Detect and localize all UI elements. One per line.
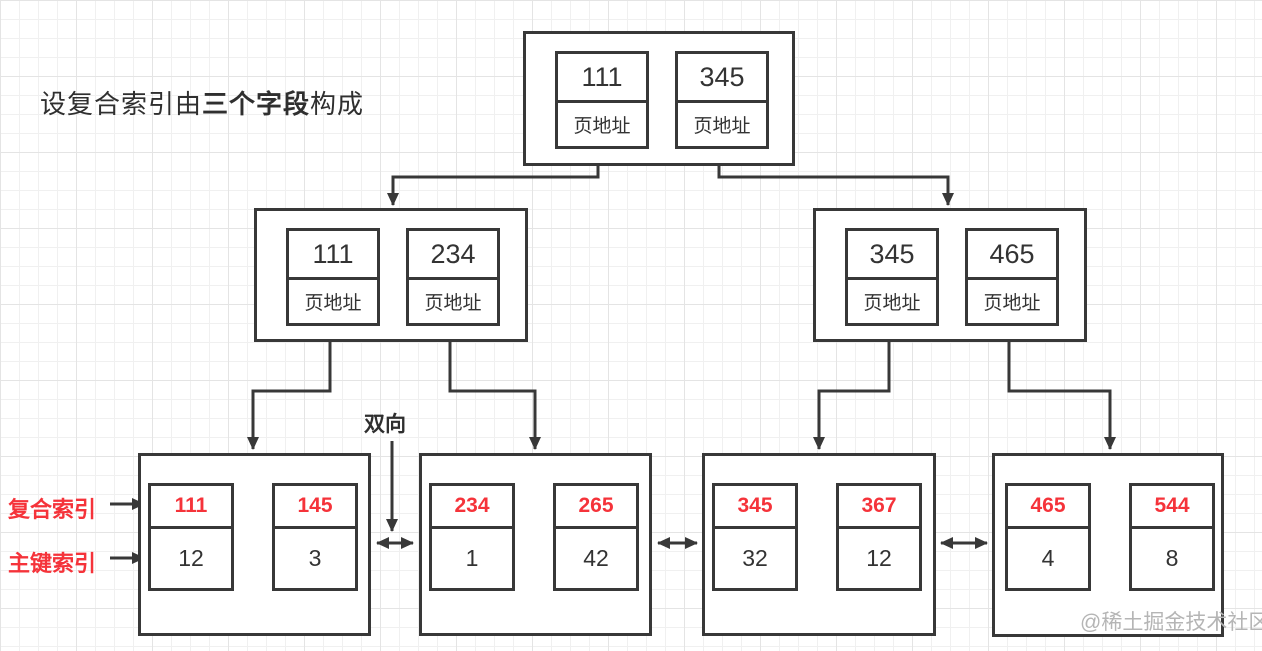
key-cell: 345: [678, 54, 766, 103]
composite-index-value: 234: [432, 486, 512, 529]
primary-index-label: 主键索引: [8, 551, 97, 576]
key-cell: 345: [848, 231, 936, 280]
primary-key-value: 8: [1165, 545, 1179, 571]
internal-node-left: 111 页地址 234 页地址: [254, 208, 528, 342]
page-address-cell: 页地址: [304, 293, 362, 314]
composite-index-value: 111: [151, 486, 231, 529]
primary-key-value: 3: [308, 545, 322, 571]
page-address-cell: 页地址: [863, 293, 921, 314]
leaf-record: 265 42: [553, 483, 639, 591]
primary-key-value: 12: [178, 545, 204, 571]
page-address-cell: 页地址: [424, 293, 482, 314]
internal-entry: 234 页地址: [406, 228, 500, 326]
title-prefix: 设复合索引由: [40, 89, 203, 119]
key-cell: 465: [968, 231, 1056, 280]
title-suffix: 构成: [310, 89, 365, 119]
leaf-record: 111 12: [148, 483, 234, 591]
composite-index-label: 复合索引: [8, 497, 97, 522]
bidirectional-label: 双向: [364, 413, 406, 436]
composite-index-value: 465: [1008, 486, 1088, 529]
primary-key-value: 1: [465, 545, 479, 571]
composite-index-value: 265: [556, 486, 636, 529]
leaf-record: 465 4: [1005, 483, 1091, 591]
leaf-record: 544 8: [1129, 483, 1215, 591]
leaf-record: 345 32: [712, 483, 798, 591]
page-address-cell: 页地址: [573, 116, 631, 137]
leaf-record: 367 12: [836, 483, 922, 591]
watermark-text: @稀土掘金技术社区: [1080, 611, 1262, 634]
internal-node-right: 345 页地址 465 页地址: [813, 208, 1087, 342]
key-cell: 111: [289, 231, 377, 280]
page-address-cell: 页地址: [693, 116, 751, 137]
composite-index-value: 145: [275, 486, 355, 529]
root-entry-2: 345 页地址: [675, 51, 769, 149]
title-bold-segment: 三个字段: [202, 89, 311, 119]
internal-entry: 111 页地址: [286, 228, 380, 326]
leaf-record: 145 3: [272, 483, 358, 591]
leaf-node-2: 234 1 265 42: [419, 453, 652, 636]
root-entry-1: 111 页地址: [555, 51, 649, 149]
primary-key-value: 32: [742, 545, 768, 571]
composite-index-value: 367: [839, 486, 919, 529]
primary-key-value: 12: [866, 545, 892, 571]
leaf-node-3: 345 32 367 12: [702, 453, 936, 636]
leaf-node-1: 111 12 145 3: [138, 453, 371, 636]
page-title: 设复合索引由三个字段构成: [40, 84, 364, 121]
internal-entry: 465 页地址: [965, 228, 1059, 326]
page-address-cell: 页地址: [983, 293, 1041, 314]
composite-index-value: 544: [1132, 486, 1212, 529]
composite-index-value: 345: [715, 486, 795, 529]
primary-key-value: 4: [1041, 545, 1055, 571]
internal-entry: 345 页地址: [845, 228, 939, 326]
leaf-node-4: 465 4 544 8: [992, 453, 1224, 637]
root-node: 111 页地址 345 页地址: [523, 31, 795, 166]
primary-key-value: 42: [583, 545, 609, 571]
key-cell: 111: [558, 54, 646, 103]
key-cell: 234: [409, 231, 497, 280]
leaf-record: 234 1: [429, 483, 515, 591]
